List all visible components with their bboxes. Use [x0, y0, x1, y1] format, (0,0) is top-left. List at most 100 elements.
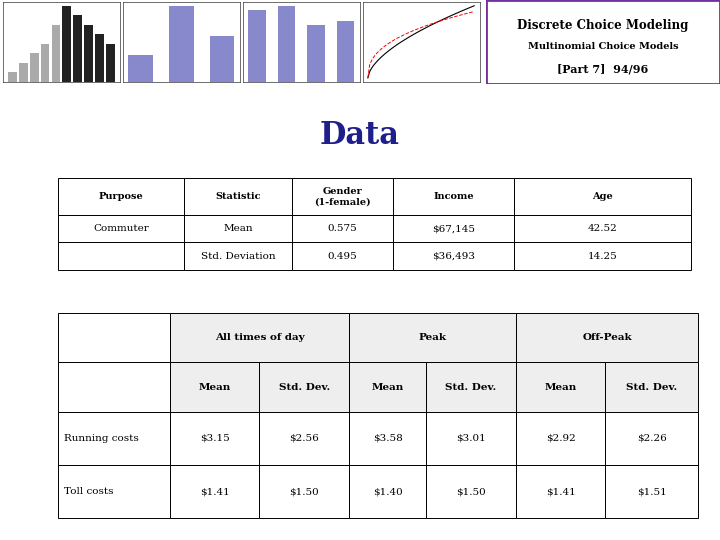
Bar	[58, 178, 184, 215]
Text: $1.40: $1.40	[373, 487, 402, 496]
Bar	[106, 44, 114, 82]
Bar	[307, 25, 325, 82]
Bar	[170, 465, 259, 518]
Text: Age: Age	[592, 192, 613, 201]
Text: 14.25: 14.25	[588, 252, 617, 261]
Text: Purpose: Purpose	[99, 192, 143, 201]
Text: $3.01: $3.01	[456, 434, 486, 443]
Text: $3.15: $3.15	[199, 434, 230, 443]
Text: Gender
(1-female): Gender (1-female)	[315, 187, 371, 206]
Text: $1.41: $1.41	[199, 487, 230, 496]
Bar	[58, 465, 170, 518]
Bar	[516, 362, 606, 411]
Bar	[128, 55, 153, 82]
Bar	[8, 72, 17, 82]
Text: Income: Income	[433, 192, 474, 201]
Text: $2.56: $2.56	[289, 434, 319, 443]
Text: $1.50: $1.50	[289, 487, 319, 496]
Text: $2.92: $2.92	[546, 434, 575, 443]
Bar	[259, 465, 349, 518]
Text: $1.51: $1.51	[637, 487, 667, 496]
Bar	[349, 313, 516, 362]
Bar	[259, 411, 349, 465]
Bar	[277, 6, 295, 82]
Bar	[514, 178, 691, 215]
Text: [Part 7]  94/96: [Part 7] 94/96	[557, 64, 649, 75]
Bar	[184, 178, 292, 215]
Bar	[52, 25, 60, 82]
Bar	[58, 242, 184, 270]
Bar	[170, 313, 349, 362]
Text: Mean: Mean	[544, 382, 577, 392]
Bar	[184, 242, 292, 270]
Bar	[84, 25, 93, 82]
Bar	[169, 6, 194, 82]
Bar	[58, 215, 184, 242]
Bar	[426, 465, 516, 518]
Bar	[292, 178, 393, 215]
Bar	[95, 34, 104, 82]
Text: Peak: Peak	[418, 333, 446, 342]
Text: $2.26: $2.26	[637, 434, 667, 443]
Bar	[516, 313, 698, 362]
Text: Discrete Choice Modeling: Discrete Choice Modeling	[517, 18, 689, 32]
Bar	[19, 63, 28, 82]
Bar	[73, 15, 82, 82]
Text: $67,145: $67,145	[432, 224, 475, 233]
Bar	[349, 411, 426, 465]
Text: Mean: Mean	[223, 224, 253, 233]
Bar	[336, 21, 354, 82]
Text: $36,493: $36,493	[432, 252, 475, 261]
Text: Std. Deviation: Std. Deviation	[201, 252, 276, 261]
Bar	[426, 411, 516, 465]
Bar	[170, 411, 259, 465]
Bar	[393, 178, 514, 215]
Bar	[606, 411, 698, 465]
Bar	[30, 53, 39, 82]
Text: Commuter: Commuter	[93, 224, 149, 233]
Text: All times of day: All times of day	[215, 333, 305, 342]
Bar	[393, 242, 514, 270]
Text: Off-Peak: Off-Peak	[582, 333, 632, 342]
Bar	[393, 215, 514, 242]
Bar	[292, 242, 393, 270]
Bar	[58, 362, 170, 411]
Bar	[292, 215, 393, 242]
Bar	[514, 242, 691, 270]
Bar	[349, 362, 426, 411]
Bar	[349, 465, 426, 518]
Bar	[248, 10, 266, 82]
Text: Statistic: Statistic	[215, 192, 261, 201]
Bar	[170, 362, 259, 411]
Text: 0.575: 0.575	[328, 224, 358, 233]
Text: Std. Dev.: Std. Dev.	[626, 382, 678, 392]
Bar	[41, 44, 50, 82]
Text: Toll costs: Toll costs	[64, 487, 114, 496]
Bar	[514, 215, 691, 242]
Text: Std. Dev.: Std. Dev.	[445, 382, 497, 392]
Bar	[426, 362, 516, 411]
Text: 42.52: 42.52	[588, 224, 617, 233]
Text: Running costs: Running costs	[64, 434, 139, 443]
Bar	[516, 465, 606, 518]
Bar	[58, 411, 170, 465]
Bar	[606, 465, 698, 518]
Text: Descriptive statistics for costs by segment: Descriptive statistics for costs by segm…	[227, 344, 493, 355]
Text: Descriptive socioeconomic statistics: Descriptive socioeconomic statistics	[246, 202, 474, 213]
Text: Std. Dev.: Std. Dev.	[279, 382, 330, 392]
Bar	[58, 313, 170, 362]
Text: $1.50: $1.50	[456, 487, 486, 496]
Text: $3.58: $3.58	[373, 434, 402, 443]
Text: Data: Data	[320, 120, 400, 151]
Bar	[606, 362, 698, 411]
Bar	[184, 215, 292, 242]
Text: $1.41: $1.41	[546, 487, 575, 496]
Bar	[63, 6, 71, 82]
Text: 0.495: 0.495	[328, 252, 358, 261]
Text: Mean: Mean	[372, 382, 404, 392]
Bar	[210, 36, 235, 82]
Text: Multinomial Choice Models: Multinomial Choice Models	[528, 42, 678, 51]
Bar	[259, 362, 349, 411]
Text: Mean: Mean	[199, 382, 230, 392]
Bar	[516, 411, 606, 465]
